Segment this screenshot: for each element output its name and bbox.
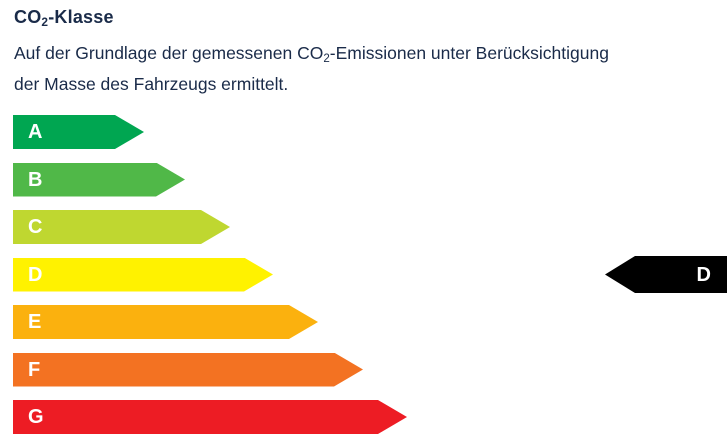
title-text-post: -Klasse — [48, 7, 114, 27]
description-subscript: 2 — [323, 53, 330, 65]
co2-class-letter: B — [28, 168, 43, 191]
co2-class-arrow: B — [13, 163, 185, 197]
co2-class-header: CO2-Klasse Auf der Grundlage der gemesse… — [14, 6, 723, 98]
co2-class-arrow: D — [13, 258, 273, 292]
selected-class-letter: D — [696, 263, 711, 286]
co2-class-arrow: G — [13, 400, 407, 434]
co2-class-letter: D — [28, 263, 43, 286]
description-text: Auf der Grundlage der gemessenen CO2-Emi… — [14, 39, 723, 98]
co2-class-letter: A — [28, 121, 43, 143]
co2-class-scale: A B C D E F G — [13, 115, 407, 434]
co2-class-letter: G — [28, 406, 44, 428]
title-subscript: 2 — [41, 15, 49, 29]
selected-class-pointer: D — [605, 256, 727, 293]
co2-class-arrow: A — [13, 115, 144, 149]
page-title: CO2-Klasse — [14, 6, 723, 30]
co2-class-letter: C — [28, 216, 43, 238]
co2-class-arrow: F — [13, 353, 363, 387]
co2-class-letter: E — [28, 311, 42, 333]
co2-class-arrow: E — [13, 305, 318, 339]
co2-class-letter: F — [28, 358, 41, 381]
co2-class-arrow: C — [13, 210, 230, 244]
title-text-pre: CO — [14, 7, 42, 27]
description-line-2: der Masse des Fahrzeugs ermittelt. — [14, 74, 289, 94]
description-line-1: Auf der Grundlage der gemessenen CO2-Emi… — [14, 43, 609, 65]
